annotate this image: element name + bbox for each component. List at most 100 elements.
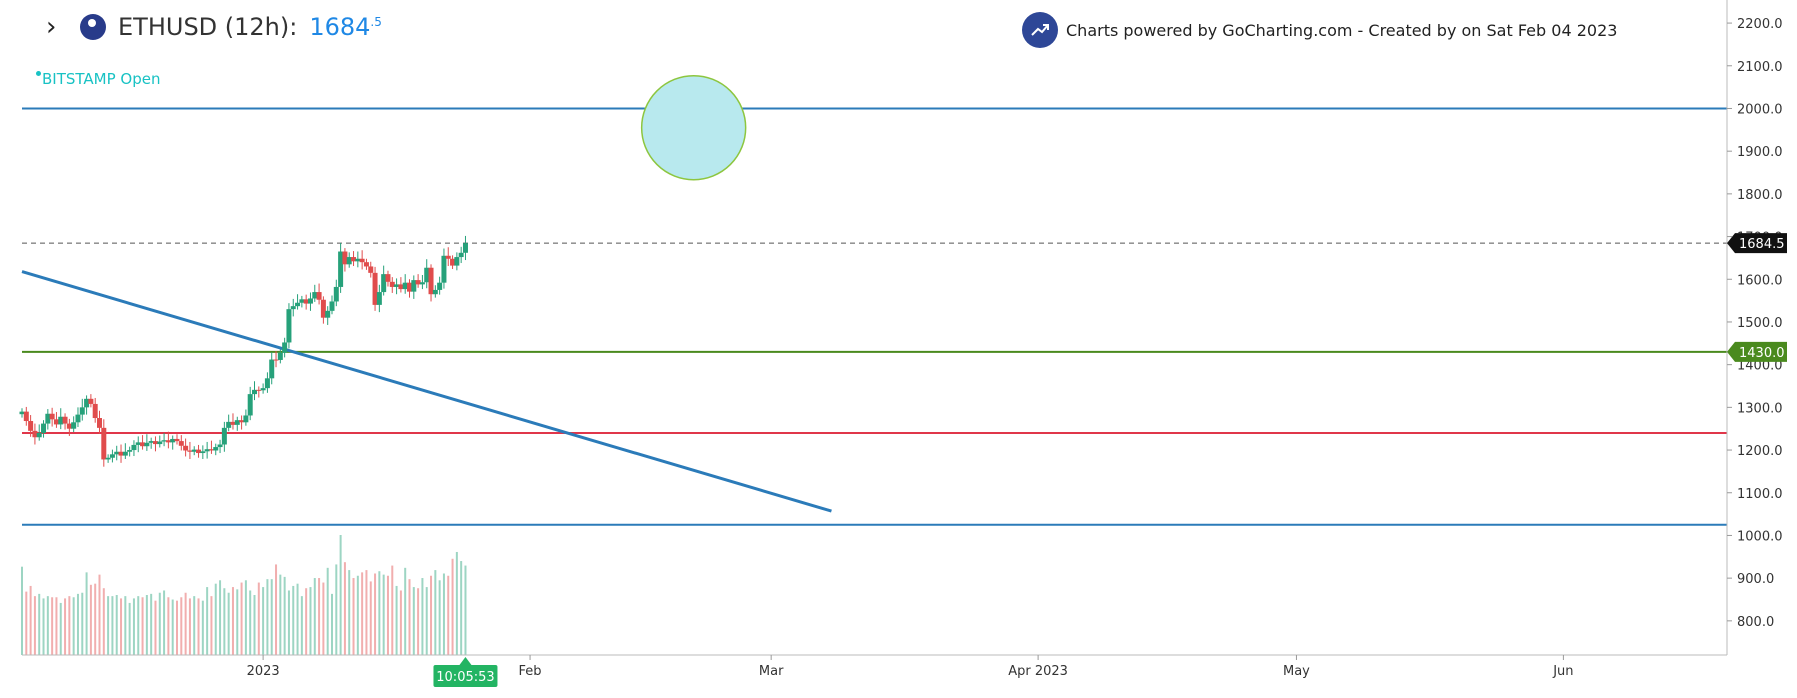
candle-body (247, 394, 253, 416)
candle-body (53, 419, 59, 425)
candle-body (122, 451, 128, 456)
candle-body (450, 258, 456, 266)
volume-bar (231, 587, 234, 655)
volume-bar (404, 567, 407, 655)
candle-body (329, 301, 335, 311)
y-tick-label: 2200.0 (1737, 17, 1783, 32)
chevron-right-icon[interactable]: › (46, 12, 57, 42)
candle-body (359, 258, 365, 263)
volume-bar (94, 583, 97, 655)
candle-body (346, 257, 352, 265)
symbol-label[interactable]: ETHUSD (12h): (118, 13, 298, 41)
candle-body (135, 442, 141, 445)
volume-bar (163, 590, 166, 655)
volume-bar (430, 575, 433, 655)
volume-bar (98, 574, 101, 655)
volume-bar (33, 596, 36, 655)
candle-body (183, 445, 189, 451)
candle-body (256, 389, 262, 391)
target-circle (640, 74, 747, 181)
y-tick-label: 900.0 (1737, 572, 1774, 587)
candle-body (264, 378, 270, 389)
volume-bar (89, 584, 92, 655)
volume-bar (399, 590, 402, 655)
volume-bar (343, 562, 346, 655)
volume-bar (275, 564, 278, 655)
volume-bar (386, 575, 389, 655)
volume-bar (257, 582, 260, 655)
candle-body (66, 423, 72, 429)
volume-bar (132, 598, 135, 655)
volume-bar (425, 587, 428, 655)
volume-bar (447, 575, 450, 655)
candle-body (303, 299, 309, 304)
volume-bar (365, 570, 368, 655)
volume-bar (72, 597, 75, 655)
volume-bar (253, 595, 256, 655)
candle-body (273, 359, 279, 361)
volume-bar (46, 596, 49, 655)
volume-bar (25, 591, 28, 655)
candle-body (101, 427, 107, 460)
candle-body (441, 255, 447, 283)
candle-body (226, 421, 232, 428)
last-price: 1684.5 (309, 13, 382, 41)
volume-bar (305, 588, 308, 655)
candle-body (88, 398, 94, 404)
candle-body (58, 416, 64, 425)
volume-bar (38, 593, 41, 655)
volume-bar (158, 592, 161, 655)
volume-bar (206, 587, 209, 655)
volume-bar (270, 579, 273, 655)
candle-body (79, 407, 85, 415)
candle-body (19, 411, 25, 415)
countdown-text: 10:05:53 (436, 670, 494, 685)
candle-body (368, 266, 374, 273)
candle-body (424, 267, 430, 283)
branding-text: Charts powered by GoCharting.com - Creat… (1066, 20, 1618, 40)
candle-body (148, 441, 154, 443)
candle-body (41, 423, 47, 433)
axis-price-tag-text: 1430.0 (1739, 346, 1785, 361)
trendline (21, 270, 832, 513)
volume-bar (262, 587, 265, 655)
candle-body (355, 258, 361, 262)
y-tick-label: 1300.0 (1737, 401, 1783, 416)
y-tick-label: 1500.0 (1737, 316, 1783, 331)
candle-body (363, 262, 369, 267)
volume-bar (219, 580, 222, 655)
volume-bar (68, 596, 71, 655)
candle-body (191, 449, 197, 452)
volume-bar (352, 578, 355, 655)
volume-bar (309, 587, 312, 655)
candle-body (307, 298, 313, 304)
candle-body (157, 441, 163, 445)
volume-bar (421, 578, 424, 655)
volume-bar (348, 570, 351, 655)
volume-bar (120, 598, 123, 655)
axis-price-tag-bg (1727, 233, 1787, 254)
candle-body (165, 440, 171, 443)
volume-bar (102, 588, 105, 655)
volume-bar (318, 578, 321, 655)
x-tick-label: Jun (1552, 664, 1573, 679)
candle-body (432, 289, 438, 295)
candle-body (286, 309, 292, 343)
candle-body (415, 280, 421, 285)
candle-body (170, 438, 176, 443)
volume-bar (21, 566, 23, 655)
candle-body (282, 342, 288, 353)
status-dot-icon (36, 71, 41, 76)
volume-bar (244, 580, 247, 655)
candle-body (299, 299, 305, 303)
volume-bar (464, 565, 467, 655)
y-tick-label: 2000.0 (1737, 102, 1783, 117)
volume-bar (76, 593, 79, 655)
volume-bar (378, 571, 381, 655)
volume-bar (107, 596, 110, 655)
volume-bar (223, 588, 226, 655)
volume-bar (356, 575, 359, 655)
y-tick-label: 1400.0 (1737, 359, 1783, 374)
